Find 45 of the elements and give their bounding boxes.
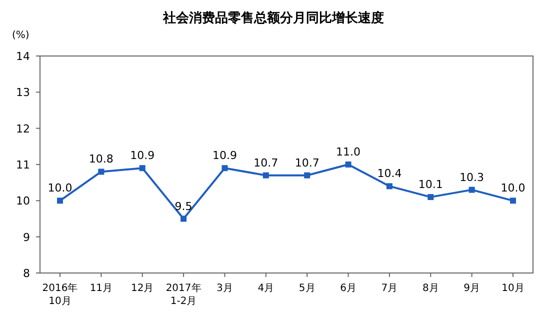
point [222,165,228,172]
data-label: 10.7 [294,156,320,170]
point [345,162,352,168]
x-tick-label: 11月 [90,283,113,294]
point [304,172,310,178]
data-label: 11.0 [336,146,361,158]
data-label: 10.9 [130,149,155,162]
y-tick-label: 11 [16,158,30,172]
data-label: 10.7 [254,156,278,170]
x-tick-label: 9月 [464,283,480,294]
point [98,168,104,175]
x-tick-label: 7月 [381,283,398,294]
x-tick-label: 4月 [258,283,274,294]
x-tick-label: 6月 [340,283,356,294]
y-tick-label: 14 [16,50,30,63]
point [57,198,63,204]
x-tick-label: 5月 [298,283,316,294]
point [180,216,187,222]
x-tick-label: 8月 [422,283,439,294]
y-axis-title: (%) [12,30,30,41]
data-label: 10.3 [460,170,484,184]
point [386,183,392,190]
data-label: 10.4 [377,167,402,180]
y-tick-label: 10 [16,194,30,208]
data-label: 10.0 [500,182,526,195]
x-tick-label: 2017年 1-2月 [166,282,202,307]
point [262,172,269,178]
point [139,165,146,172]
x-tick-label: 3月 [216,283,233,294]
y-tick-label: 9 [23,230,30,244]
data-label: 10.1 [418,178,443,192]
x-tick-label: 2016年 10月 [42,282,78,307]
chart-title: 社会消费品零售总额分月同比增长速度 [162,10,384,26]
y-tick-label: 12 [16,122,30,136]
data-label: 10.9 [212,149,237,162]
x-tick-label: 12月 [130,283,154,294]
y-tick-label: 13 [16,86,30,100]
point [510,198,516,204]
data-label: 10.0 [48,182,72,195]
data-label: 10.8 [88,152,114,166]
point [468,186,475,193]
x-tick-label: 10月 [502,283,524,294]
point [428,194,434,200]
data-label: 9.5 [174,200,192,213]
y-tick-label: 8 [23,267,30,280]
